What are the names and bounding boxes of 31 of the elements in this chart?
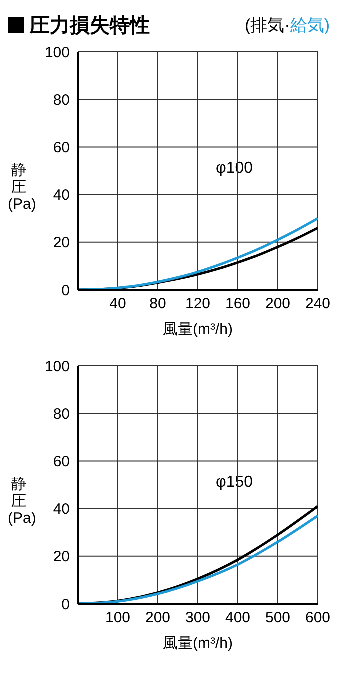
- y-tick-label: 0: [62, 282, 70, 300]
- y-axis-title: 静圧(Pa): [8, 162, 36, 213]
- y-tick-label: 20: [53, 234, 70, 252]
- y-tick-label: 100: [44, 358, 70, 376]
- y-tick-label: 60: [53, 140, 70, 157]
- x-tick-label: 100: [105, 610, 131, 627]
- chart-title: 圧力損失特性: [30, 14, 150, 38]
- x-axis-title: 風量(m³/h): [163, 321, 233, 338]
- y-tick-label: 80: [53, 406, 70, 423]
- x-tick-label: 40: [110, 296, 126, 313]
- x-tick-label: 200: [265, 296, 291, 313]
- x-tick-label: 200: [145, 610, 171, 627]
- y-tick-label: 40: [53, 501, 70, 518]
- y-tick-label: 100: [44, 44, 70, 62]
- x-tick-label: 500: [265, 610, 291, 627]
- x-tick-label: 300: [185, 610, 211, 627]
- y-tick-label: 20: [53, 548, 70, 566]
- text: (排気·: [245, 14, 290, 36]
- x-tick-label: 120: [185, 296, 211, 313]
- text: 給気): [290, 14, 330, 36]
- x-axis-title: 風量(m³/h): [163, 635, 233, 652]
- x-tick-label: 80: [150, 296, 166, 313]
- y-tick-label: 80: [53, 92, 70, 109]
- y-tick-label: 60: [53, 454, 70, 471]
- x-tick-label: 600: [305, 610, 331, 627]
- x-tick-label: 240: [305, 296, 331, 313]
- y-axis-title: 静圧(Pa): [8, 476, 36, 527]
- x-tick-label: 400: [225, 610, 251, 627]
- y-tick-label: 40: [53, 187, 70, 204]
- y-tick-label: 0: [62, 596, 70, 614]
- x-tick-label: 160: [225, 296, 251, 313]
